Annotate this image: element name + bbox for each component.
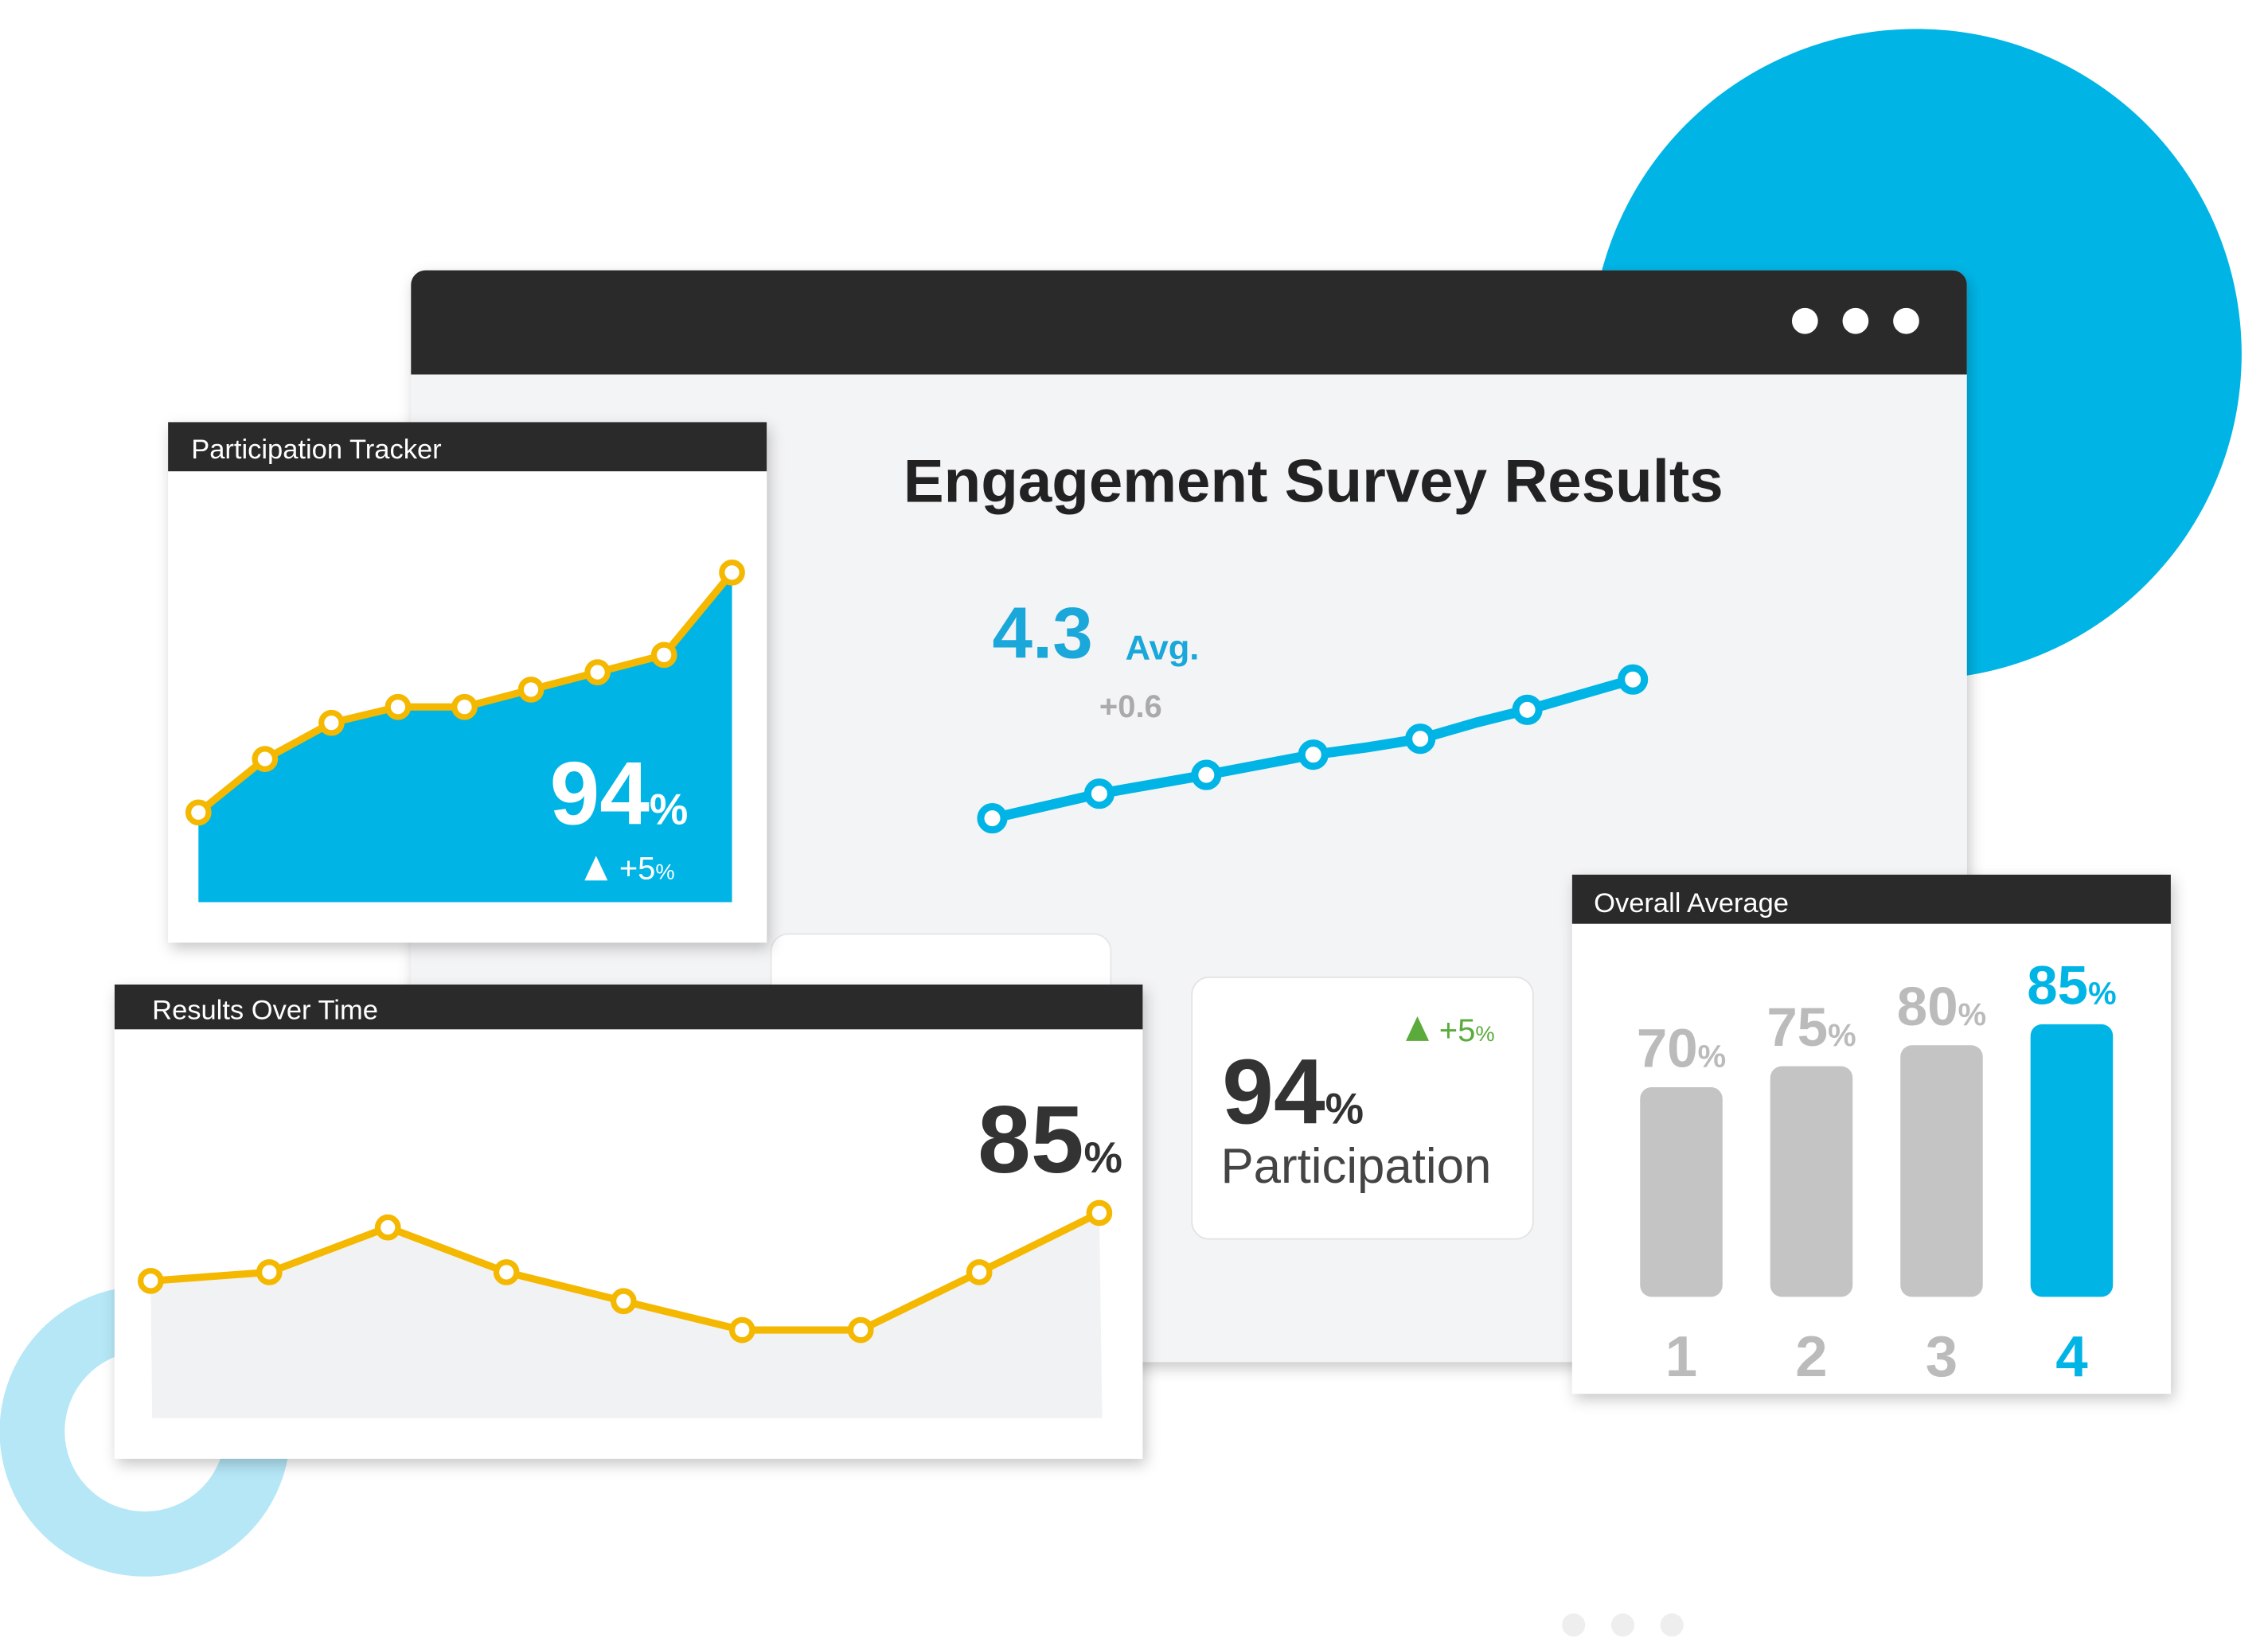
results-area (150, 1212, 1103, 1418)
window-menu-dots[interactable] (1791, 307, 1919, 334)
participation-change: +5% (1439, 1013, 1495, 1048)
overall-average-bars: 70% 1 75% 2 80% 3 85% 4 (1637, 955, 2117, 1390)
up-arrow (1405, 1016, 1430, 1041)
tracker-change: +5% (619, 851, 675, 886)
bar (1770, 1066, 1853, 1297)
bar-value: 75 (1766, 996, 1828, 1058)
change-value: +5 (1439, 1013, 1476, 1048)
participation-card (1191, 976, 1534, 1240)
value: 94 (1222, 1039, 1325, 1143)
bar (1640, 1086, 1723, 1297)
participation-value: 94% (1222, 1039, 1364, 1143)
card-title: Overall Average (1594, 888, 1789, 918)
bar-label: 70% (1637, 1018, 1726, 1079)
tracker-area (198, 572, 732, 903)
value: 85 (978, 1086, 1083, 1193)
card-title: Results Over Time (152, 996, 378, 1026)
window-title: Engagement Survey Results (904, 447, 1723, 515)
change-unit: % (1475, 1021, 1494, 1046)
average-change: +0.6 (1099, 689, 1162, 724)
bar-value: 70 (1637, 1018, 1698, 1079)
category-label: 4 (2055, 1324, 2088, 1389)
bar-value: 80 (1897, 976, 1958, 1037)
bar-label: 85% (2027, 955, 2116, 1016)
average-label: Avg. (1126, 629, 1200, 667)
card-title: Participation Tracker (191, 435, 441, 465)
bar-unit: % (1828, 1018, 1856, 1053)
category-label: 1 (1665, 1324, 1697, 1389)
bar (2030, 1024, 2114, 1297)
unit: % (1084, 1133, 1122, 1182)
tracker-line (185, 559, 745, 826)
category-label: 3 (1926, 1324, 1958, 1389)
unit: % (1325, 1084, 1364, 1133)
participation-label: Participation (1220, 1139, 1491, 1194)
change-value: +5 (619, 851, 656, 886)
average-trend-line (977, 664, 1649, 834)
results-value: 85% (978, 1086, 1122, 1193)
category-label: 2 (1795, 1324, 1827, 1389)
up-arrow (584, 856, 608, 881)
bar (1900, 1045, 1983, 1297)
decor-dots (1562, 1613, 1684, 1637)
bar-label: 80% (1897, 976, 1986, 1037)
bar-value: 85 (2027, 955, 2088, 1016)
results-line (137, 1199, 1113, 1344)
unit: % (650, 785, 688, 833)
average-value: 4.3 (992, 593, 1092, 673)
tracker-value: 94% (550, 743, 689, 843)
bar-unit: % (1698, 1039, 1727, 1074)
value: 94 (550, 743, 650, 843)
bar-unit: % (2088, 977, 2117, 1012)
change-unit: % (655, 859, 674, 883)
bar-unit: % (1958, 997, 1987, 1032)
bar-label: 75% (1766, 996, 1856, 1058)
